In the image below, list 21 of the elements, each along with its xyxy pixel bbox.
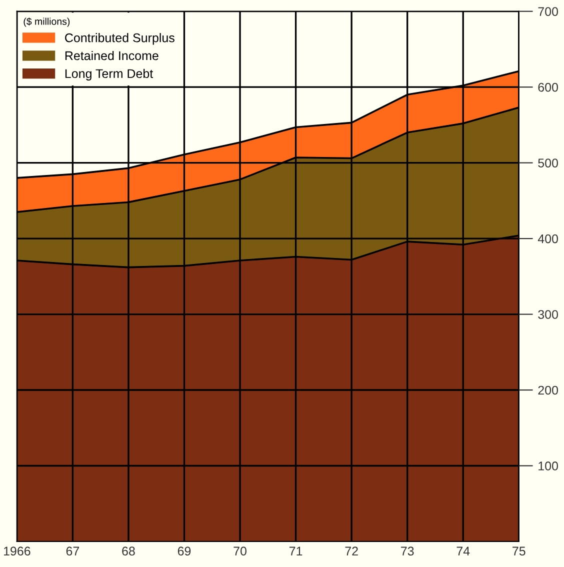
legend-title: ($ millions)	[24, 18, 70, 27]
y-tick-label: 300	[538, 310, 558, 319]
x-tick-label: 68	[122, 546, 135, 556]
legend-label: Long Term Debt	[65, 68, 154, 81]
y-tick-label: 500	[538, 158, 558, 168]
x-tick-label: 69	[178, 546, 191, 556]
y-tick-label: 400	[538, 234, 558, 244]
y-tick-label: 600	[538, 82, 558, 92]
x-tick-label: 73	[401, 546, 414, 556]
x-tick-label: 71	[289, 546, 302, 556]
x-tick-label: 1966	[4, 546, 30, 556]
legend-label: Retained Income	[65, 50, 158, 60]
y-tick-label: 700	[538, 7, 558, 16]
x-tick-label: 70	[234, 546, 246, 556]
x-tick-label: 74	[456, 546, 470, 556]
y-tick-label: 200	[538, 386, 558, 395]
x-tick-label: 75	[512, 546, 526, 556]
y-tick-label: 100	[538, 462, 558, 470]
legend-label: Contributed Surplus	[65, 33, 174, 45]
x-tick-label: 72	[345, 546, 358, 556]
x-tick-label: 67	[66, 546, 80, 556]
